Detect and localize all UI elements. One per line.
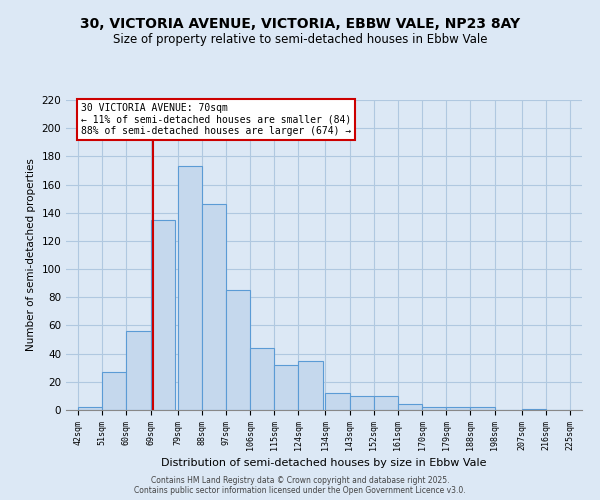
Bar [521, 408, 546, 410]
Y-axis label: Number of semi-detached properties: Number of semi-detached properties [26, 158, 36, 352]
Bar [422, 407, 446, 410]
Bar [102, 372, 127, 410]
Bar [250, 348, 274, 410]
Bar [127, 331, 151, 410]
Bar [374, 396, 398, 410]
Bar [350, 396, 374, 410]
Bar [78, 407, 102, 410]
Bar [446, 407, 470, 410]
Bar [226, 290, 250, 410]
Bar [325, 393, 350, 410]
Text: 30, VICTORIA AVENUE, VICTORIA, EBBW VALE, NP23 8AY: 30, VICTORIA AVENUE, VICTORIA, EBBW VALE… [80, 18, 520, 32]
Bar [398, 404, 422, 410]
Bar [151, 220, 175, 410]
Bar [298, 360, 323, 410]
Bar [178, 166, 202, 410]
Bar [274, 365, 298, 410]
Text: Size of property relative to semi-detached houses in Ebbw Vale: Size of property relative to semi-detach… [113, 32, 487, 46]
Bar [470, 407, 494, 410]
Text: 30 VICTORIA AVENUE: 70sqm
← 11% of semi-detached houses are smaller (84)
88% of : 30 VICTORIA AVENUE: 70sqm ← 11% of semi-… [81, 103, 351, 136]
Bar [202, 204, 226, 410]
Text: Contains public sector information licensed under the Open Government Licence v3: Contains public sector information licen… [134, 486, 466, 495]
X-axis label: Distribution of semi-detached houses by size in Ebbw Vale: Distribution of semi-detached houses by … [161, 458, 487, 468]
Text: Contains HM Land Registry data © Crown copyright and database right 2025.: Contains HM Land Registry data © Crown c… [151, 476, 449, 485]
